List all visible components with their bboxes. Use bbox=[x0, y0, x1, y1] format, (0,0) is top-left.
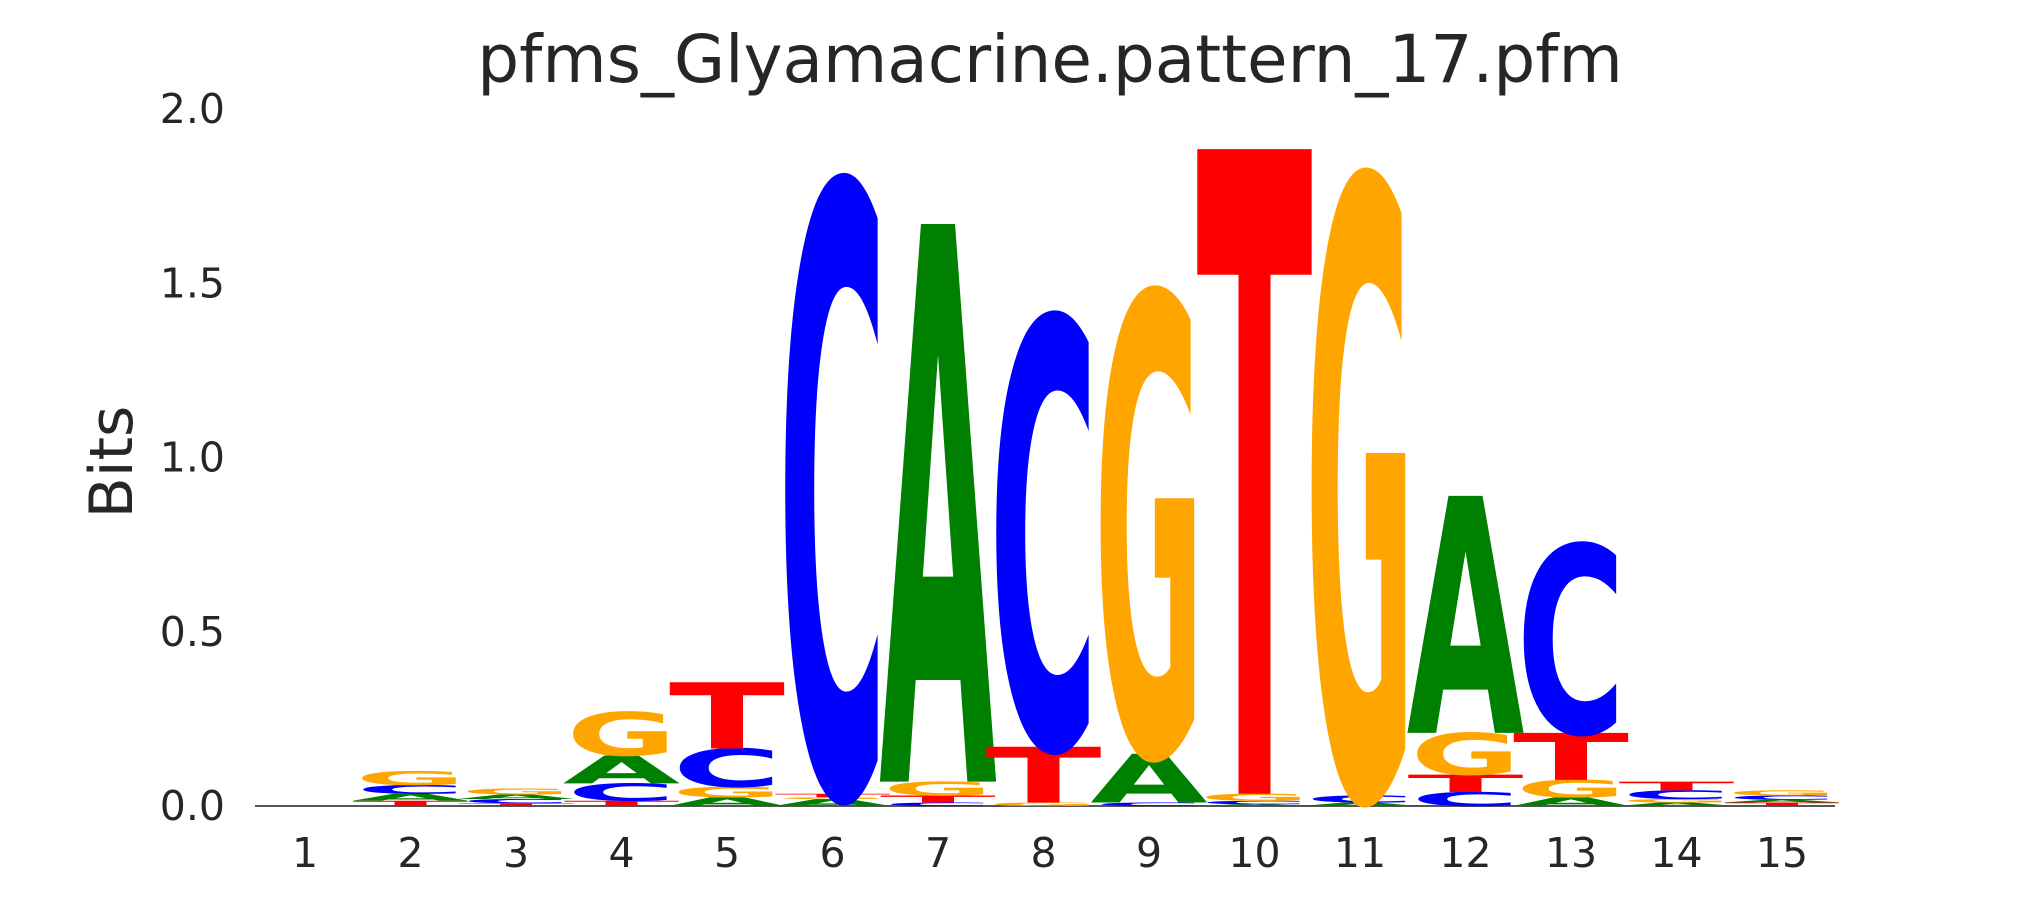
logo-letter-T: T bbox=[1196, 0, 1313, 900]
logo-letter-C: C bbox=[1094, 802, 1203, 808]
logo-letters: TACGTCAGTCAGAGCTAGTCCTGAGTCCAGACGTACGCTG… bbox=[352, 0, 1841, 905]
logo-letter-C: C bbox=[1622, 788, 1731, 802]
y-tick-label: 0.5 bbox=[160, 608, 225, 656]
logo-letter-C: C bbox=[672, 738, 781, 799]
logo-letter-A: A bbox=[563, 748, 681, 793]
logo-letter-G: G bbox=[883, 778, 993, 800]
logo-letter-G: G bbox=[1621, 798, 1731, 804]
logo-letter-A: A bbox=[352, 792, 470, 803]
logo-letter-C: C bbox=[567, 779, 676, 807]
x-tick-label: 14 bbox=[1650, 829, 1702, 877]
logo-letter-C: C bbox=[883, 802, 992, 808]
x-tick-label: 4 bbox=[608, 829, 634, 877]
logo-letter-T: T bbox=[352, 799, 468, 807]
logo-letter-G: G bbox=[1305, 11, 1415, 900]
x-tick-label: 12 bbox=[1439, 829, 1491, 877]
logo-letter-C: C bbox=[778, 17, 887, 900]
logo-letter-G: G bbox=[1727, 789, 1837, 797]
logo-letter-C: C bbox=[1516, 493, 1625, 794]
logo-letter-C: C bbox=[1305, 794, 1414, 805]
logo-letter-G: G bbox=[1094, 169, 1204, 900]
logo-letter-A: A bbox=[879, 73, 998, 900]
logo-letter-C: C bbox=[1411, 788, 1520, 810]
x-tick-label: 3 bbox=[503, 829, 529, 877]
logo-letter-A: A bbox=[1723, 799, 1841, 803]
x-tick-label: 10 bbox=[1228, 829, 1280, 877]
x-tick-label: 9 bbox=[1136, 829, 1162, 877]
logo-letter-C: C bbox=[989, 203, 1098, 887]
x-tick-label: 1 bbox=[292, 829, 318, 877]
logo-letter-G: G bbox=[355, 767, 465, 789]
logo-letter-A: A bbox=[1301, 802, 1419, 808]
logo-letter-G: G bbox=[777, 797, 887, 800]
logo-letter-A: A bbox=[1196, 804, 1314, 807]
chart-title: pfms_Glyamacrine.pattern_17.pfm bbox=[477, 21, 1623, 98]
logo-letter-G: G bbox=[1199, 792, 1309, 803]
x-tick-label: 8 bbox=[1030, 829, 1056, 877]
logo-letter-G: G bbox=[566, 701, 676, 770]
logo-letter-T: T bbox=[1618, 779, 1734, 793]
logo-letter-C: C bbox=[461, 798, 570, 805]
logo-letter-A: A bbox=[668, 795, 786, 809]
logo-letter-G: G bbox=[1516, 775, 1626, 803]
x-tick-label: 13 bbox=[1545, 829, 1597, 877]
logo-letter-G: G bbox=[672, 784, 782, 801]
logo-letter-T: T bbox=[985, 732, 1101, 821]
x-tick-label: 15 bbox=[1756, 829, 1808, 877]
logo-letter-T: T bbox=[880, 794, 996, 805]
x-tick-label: 7 bbox=[925, 829, 951, 877]
logo-letter-T: T bbox=[1724, 802, 1840, 808]
logo-letter-A: A bbox=[1407, 430, 1525, 809]
x-axis-ticks: 1 2 3 4 5 6 7 8 9 10 11 12 13 14 15 bbox=[292, 829, 1808, 877]
logo-letter-G: G bbox=[461, 787, 571, 796]
y-tick-label: 0.0 bbox=[160, 782, 225, 830]
logo-letter-G: G bbox=[1410, 722, 1520, 789]
logo-letter-C: C bbox=[1727, 794, 1836, 801]
y-tick-label: 1.0 bbox=[160, 434, 225, 482]
logo-letter-A: A bbox=[1618, 802, 1736, 808]
x-tick-label: 6 bbox=[819, 829, 845, 877]
logo-letter-T: T bbox=[563, 799, 679, 807]
logo-letter-A: A bbox=[1090, 740, 1208, 818]
x-tick-label: 5 bbox=[714, 829, 740, 877]
logo-letter-A: A bbox=[774, 797, 892, 808]
y-axis-ticks: 0.0 0.5 1.0 1.5 2.0 bbox=[160, 85, 225, 830]
logo-letter-T: T bbox=[669, 665, 785, 771]
logo-letter-T: T bbox=[774, 793, 890, 799]
x-tick-label: 11 bbox=[1334, 829, 1386, 877]
y-axis-label: Bits bbox=[77, 406, 147, 519]
logo-letter-G: G bbox=[988, 802, 1098, 808]
logo-letter-T: T bbox=[458, 802, 574, 806]
logo-letter-T: T bbox=[1513, 721, 1629, 796]
logo-letter-T: T bbox=[1407, 770, 1523, 798]
logo-letter-A: A bbox=[457, 793, 575, 800]
logo-letter-C: C bbox=[356, 783, 465, 797]
logo-letter-C: C bbox=[1200, 800, 1309, 806]
logo-letter-A: A bbox=[1512, 795, 1630, 809]
x-tick-label: 2 bbox=[397, 829, 423, 877]
y-tick-label: 1.5 bbox=[160, 259, 225, 307]
y-tick-label: 2.0 bbox=[160, 85, 225, 133]
